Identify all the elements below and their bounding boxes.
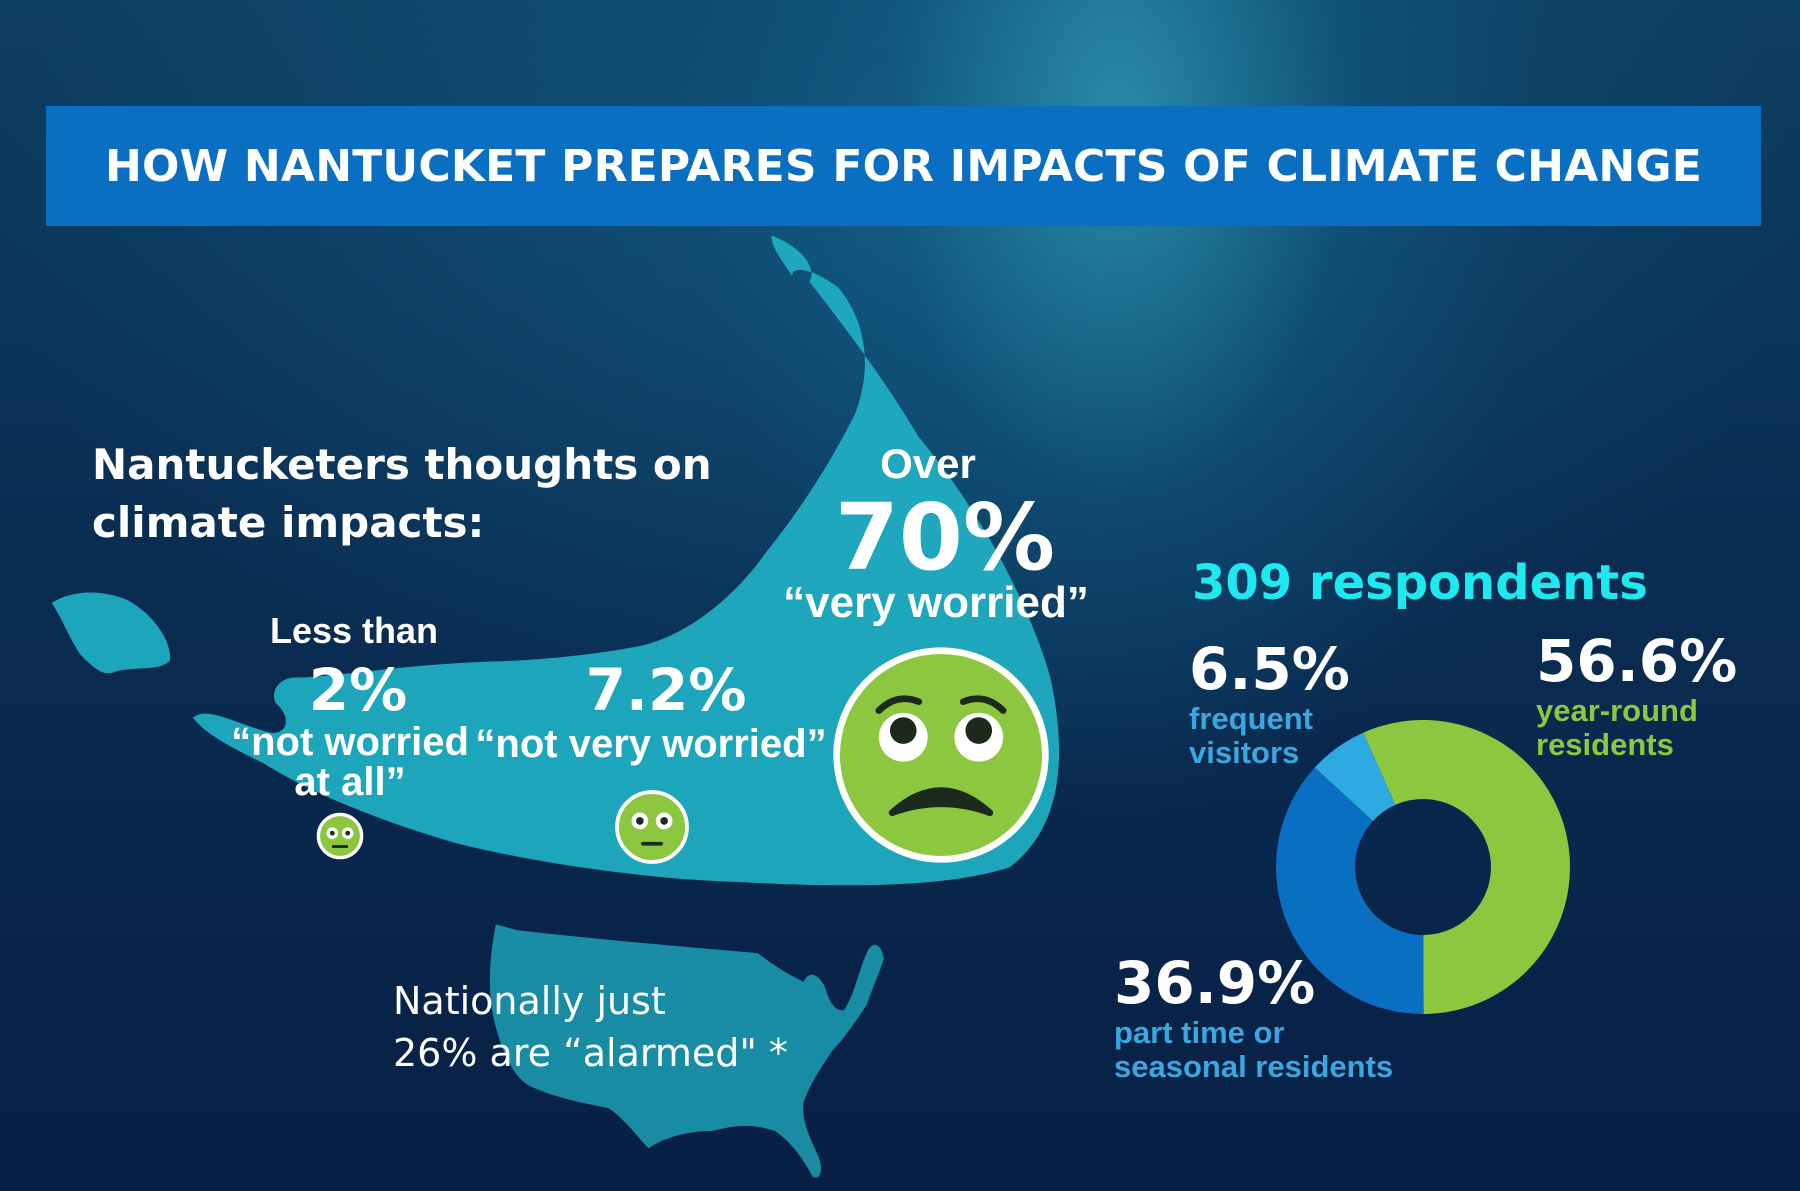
- label-frequent-visitors-text2: visitors: [1189, 735, 1300, 770]
- not-worried-label: “not worried at all”: [231, 722, 469, 802]
- not-worried-label-line2: at all”: [294, 760, 406, 804]
- national-stat: Nationally just 26% are “alarmed" *: [393, 975, 788, 1079]
- respondents-donut-chart: [1276, 720, 1570, 1014]
- label-frequent-visitors: 6.5% frequent visitors: [1189, 636, 1350, 770]
- thoughts-heading: Nantucketers thoughts on climate impacts…: [92, 436, 712, 552]
- not-very-worried-label: “not very worried”: [475, 722, 827, 766]
- donut-slice-year-round-residents: [1363, 720, 1570, 1014]
- label-part-time-text2: seasonal residents: [1114, 1049, 1394, 1084]
- label-frequent-visitors-text1: frequent: [1189, 701, 1313, 736]
- national-stat-line1: Nationally just: [393, 979, 666, 1023]
- title-banner: HOW NANTUCKET PREPARES FOR IMPACTS OF CL…: [46, 106, 1761, 226]
- donut-slice-part-time-or-seasonal-residents: [1276, 767, 1424, 1014]
- donut-slice-frequent-visitors: [1314, 732, 1396, 821]
- not-worried-label-line1: “not worried: [231, 720, 469, 764]
- national-stat-line2: 26% are “alarmed" *: [393, 1031, 788, 1075]
- thoughts-heading-line2: climate impacts:: [92, 498, 485, 547]
- thoughts-heading-line1: Nantucketers thoughts on: [92, 440, 712, 489]
- not-very-worried-value: 7.2%: [585, 656, 747, 724]
- label-year-round: 56.6% year-round residents: [1536, 628, 1737, 762]
- label-year-round-value: 56.6%: [1536, 627, 1738, 695]
- not-worried-prefix: Less than: [269, 610, 439, 651]
- flushed-face-icon: [615, 790, 689, 864]
- label-year-round-text1: year-round: [1536, 693, 1698, 728]
- label-part-time-value: 36.9%: [1114, 949, 1316, 1017]
- not-worried-value: 2%: [308, 656, 408, 724]
- us-map: [489, 924, 884, 1178]
- flushed-face-small-icon: [316, 812, 364, 860]
- label-frequent-visitors-value: 6.5%: [1189, 635, 1350, 703]
- very-worried-label: “very worried”: [783, 578, 1089, 627]
- label-year-round-text2: residents: [1536, 727, 1674, 762]
- label-part-time-text1: part time or: [1114, 1015, 1285, 1050]
- chart-title: 309 respondents: [1192, 555, 1648, 611]
- very-worried-value: 70%: [834, 484, 1056, 591]
- very-worried-prefix: Over: [880, 440, 976, 487]
- page-title: HOW NANTUCKET PREPARES FOR IMPACTS OF CL…: [105, 140, 1702, 192]
- tuckernuck-island-map: [51, 592, 171, 674]
- worried-face-icon: [833, 647, 1049, 863]
- label-part-time: 36.9% part time or seasonal residents: [1114, 950, 1393, 1084]
